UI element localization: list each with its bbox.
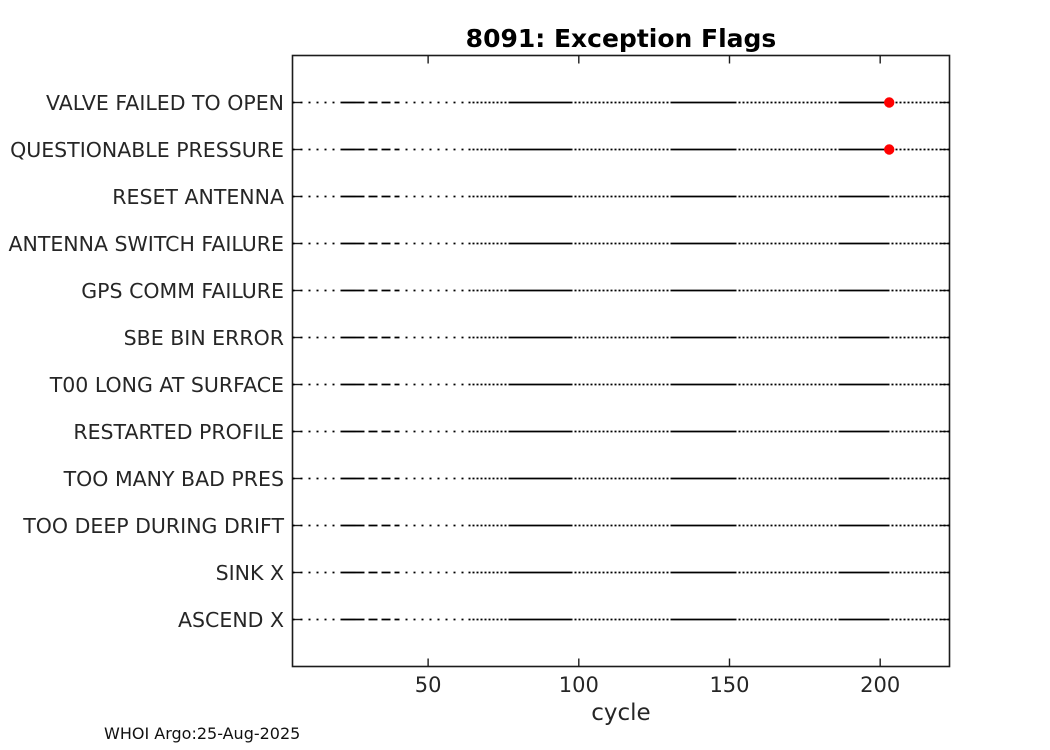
flag-event-marker	[884, 144, 895, 155]
x-tick-label: 200	[860, 673, 901, 697]
axis-box	[291, 54, 951, 668]
x-tick-label: 100	[558, 673, 599, 697]
y-tick-label: QUESTIONABLE PRESSURE	[10, 137, 284, 162]
y-tick-label: RESTARTED PROFILE	[73, 419, 284, 444]
chart-title: 8091: Exception Flags	[465, 24, 777, 53]
x-tick-label: 50	[414, 673, 442, 697]
x-tick-label: 150	[709, 673, 750, 697]
flag-event-marker	[884, 97, 895, 108]
y-tick-label: SINK X	[215, 560, 284, 585]
y-tick-label: TOO DEEP DURING DRIFT	[23, 513, 284, 538]
y-tick-label: RESET ANTENNA	[112, 184, 284, 209]
y-tick-label: ASCEND X	[178, 607, 284, 632]
x-axis-label: cycle	[591, 700, 651, 726]
y-tick-label: VALVE FAILED TO OPEN	[45, 90, 284, 115]
y-tick-label: GPS COMM FAILURE	[81, 278, 284, 303]
y-tick-label: TOO MANY BAD PRES	[63, 466, 284, 491]
y-tick-label: ANTENNA SWITCH FAILURE	[8, 231, 284, 256]
footer-annotation: WHOI Argo:25-Aug-2025	[104, 724, 301, 743]
y-tick-label: SBE BIN ERROR	[123, 325, 284, 350]
y-tick-label: T00 LONG AT SURFACE	[49, 372, 284, 397]
